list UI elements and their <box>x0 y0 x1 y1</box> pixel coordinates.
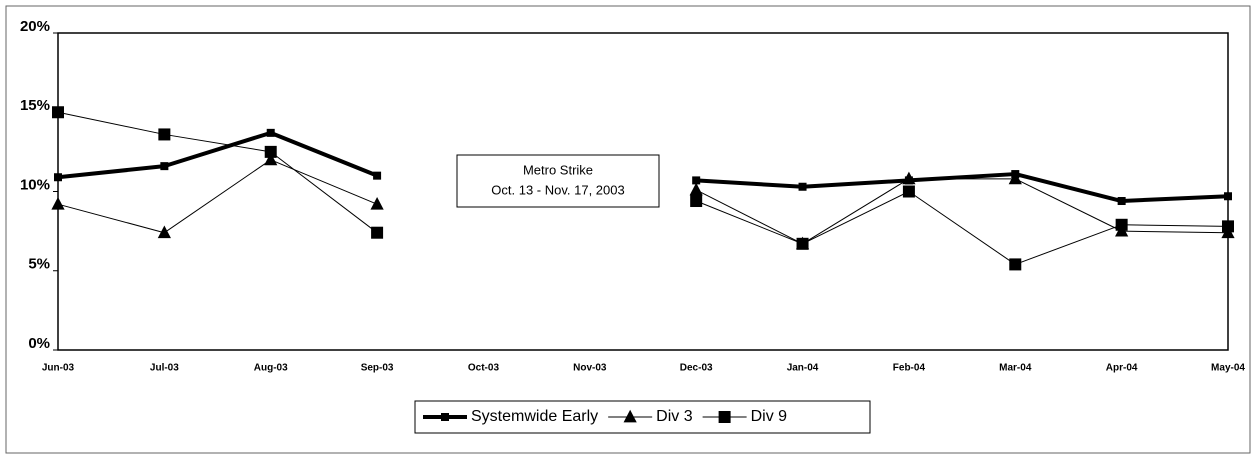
y-tick-label: 0% <box>28 335 50 352</box>
series-line <box>57 130 1229 204</box>
data-point <box>1009 258 1022 271</box>
data-point <box>902 185 915 198</box>
data-point <box>373 171 382 180</box>
x-tick-label: Jan-04 <box>787 363 819 374</box>
data-point <box>1224 192 1232 201</box>
data-point <box>264 145 277 158</box>
data-point <box>51 196 65 210</box>
data-point <box>160 162 169 171</box>
legend-marker <box>441 413 449 421</box>
y-tick-label: 5% <box>28 256 50 273</box>
annotation: Oct. 13 - Nov. 17, 2003 <box>491 182 624 197</box>
legend-label: Div 9 <box>751 408 788 425</box>
x-tick-label: Jun-03 <box>42 363 75 374</box>
x-tick-label: Aug-03 <box>254 363 288 374</box>
data-point <box>370 196 384 210</box>
series-line <box>57 111 1229 265</box>
chart-frame <box>5 5 1251 454</box>
x-tick-label: May-04 <box>1211 363 1245 374</box>
data-point <box>54 173 62 182</box>
legend-label: Div 3 <box>656 408 693 425</box>
data-point <box>798 182 807 191</box>
data-point <box>266 128 275 137</box>
data-point <box>902 171 916 185</box>
x-tick-label: Dec-03 <box>680 363 713 374</box>
data-point <box>52 106 64 119</box>
series-line <box>57 159 1229 245</box>
x-tick-label: Apr-04 <box>1106 363 1138 374</box>
annotation: Metro Strike <box>523 162 593 177</box>
data-point <box>1008 171 1022 185</box>
data-point <box>690 195 703 208</box>
x-tick-label: Oct-03 <box>468 363 500 374</box>
legend-marker <box>718 411 731 423</box>
data-point <box>371 226 384 239</box>
data-point <box>796 237 809 250</box>
data-point <box>1117 197 1126 206</box>
data-point <box>157 225 171 239</box>
data-point <box>1115 218 1128 231</box>
x-tick-label: Nov-03 <box>573 363 607 374</box>
y-tick-label: 10% <box>20 176 50 193</box>
legend-marker <box>623 409 637 423</box>
x-tick-label: Sep-03 <box>361 363 394 374</box>
data-point <box>264 152 278 166</box>
y-tick-label: 20% <box>20 18 50 35</box>
data-point <box>692 176 701 185</box>
y-tick-label: 15% <box>20 97 50 114</box>
data-point <box>689 182 703 196</box>
data-point <box>1222 220 1234 233</box>
x-tick-label: Feb-04 <box>893 363 926 374</box>
data-point <box>158 128 171 141</box>
legend-label: Systemwide Early <box>471 408 598 425</box>
x-tick-label: Jul-03 <box>150 363 179 374</box>
annotation-box <box>456 154 660 208</box>
x-tick-label: Mar-04 <box>999 363 1032 374</box>
